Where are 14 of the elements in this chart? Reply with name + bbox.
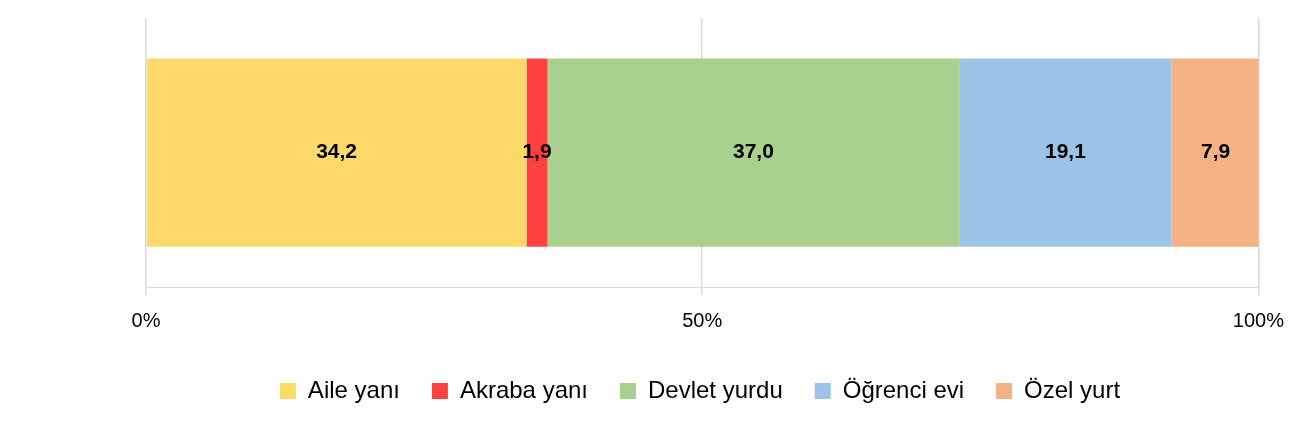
legend-label: Aile yanı [307,375,400,403]
bar [1171,58,1259,247]
bar [959,58,1172,247]
data-label: 7,9 [1200,139,1231,163]
legend-label: Özel yurt [1024,375,1121,403]
legend-label: Öğrenci evi [842,375,965,403]
legend-label: Devlet yurdu [647,375,783,403]
data-label: 19,1 [1044,139,1087,163]
x-tick-label: 0% [131,308,161,331]
legend-label: Akraba yanı [459,375,588,403]
data-label: 37,0 [732,139,774,163]
data-label: 34,2 [316,139,358,163]
x-tick-label: 100% [1232,308,1285,331]
x-tick-label: 50% [682,308,723,331]
